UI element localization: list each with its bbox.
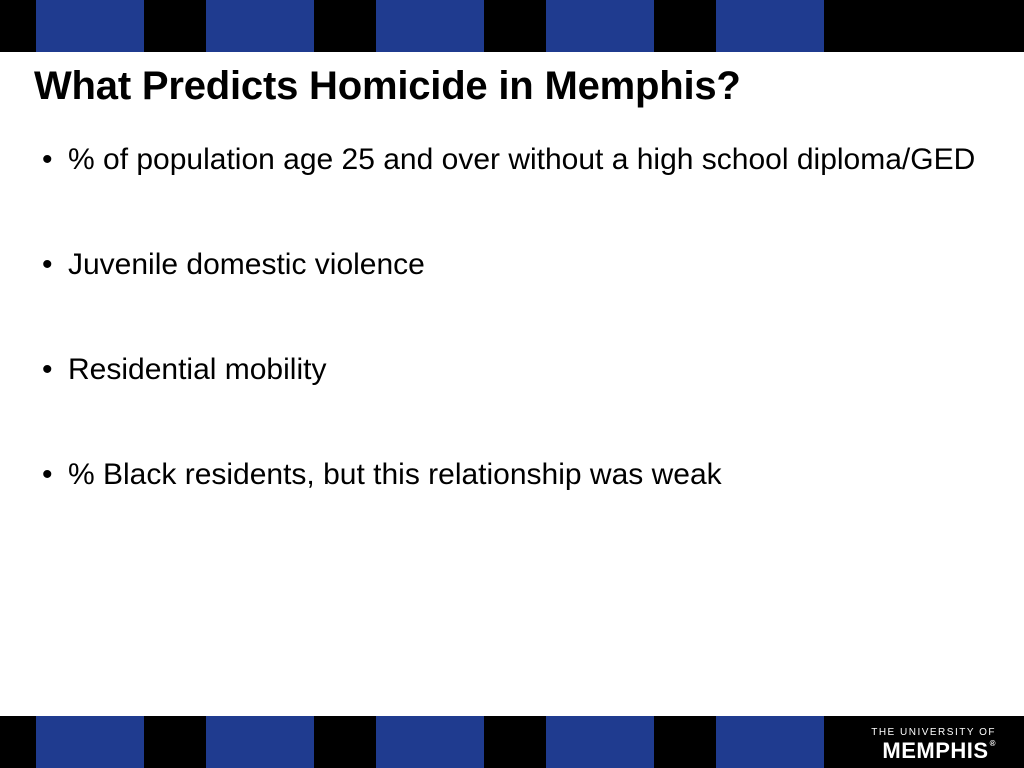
band-segment: [144, 716, 206, 768]
band-segment: [314, 0, 376, 52]
band-segment: [36, 716, 144, 768]
band-segment: [0, 716, 36, 768]
band-segment: [484, 0, 546, 52]
band-segment: [546, 0, 654, 52]
band-segment: [0, 0, 36, 52]
band-segment: [716, 0, 824, 52]
slide-title: What Predicts Homicide in Memphis?: [34, 64, 741, 109]
band-segment: [206, 0, 314, 52]
bullet-item: % Black residents, but this relationship…: [38, 455, 984, 494]
bullet-list: % of population age 25 and over without …: [38, 140, 984, 560]
logo-wordmark: MEMPHIS: [882, 738, 988, 763]
band-segment: [36, 0, 144, 52]
registered-mark-icon: ®: [990, 739, 996, 748]
university-logo: THE UNIVERSITY OF MEMPHIS®: [871, 728, 996, 762]
band-segment: [314, 716, 376, 768]
slide: What Predicts Homicide in Memphis? % of …: [0, 0, 1024, 768]
band-segment: [484, 716, 546, 768]
band-segment: [654, 0, 716, 52]
bullet-item: Juvenile domestic violence: [38, 245, 984, 284]
logo-line2: MEMPHIS®: [871, 740, 996, 762]
bullet-item: % of population age 25 and over without …: [38, 140, 984, 179]
band-segment: [376, 716, 484, 768]
band-segment: [144, 0, 206, 52]
band-segment: [824, 0, 1024, 52]
band-segment: [206, 716, 314, 768]
bullet-item: Residential mobility: [38, 350, 984, 389]
top-band: [0, 0, 1024, 52]
band-segment: [546, 716, 654, 768]
band-segment: [716, 716, 824, 768]
logo-line1: THE UNIVERSITY OF: [871, 728, 996, 738]
band-segment: [654, 716, 716, 768]
band-segment: [376, 0, 484, 52]
